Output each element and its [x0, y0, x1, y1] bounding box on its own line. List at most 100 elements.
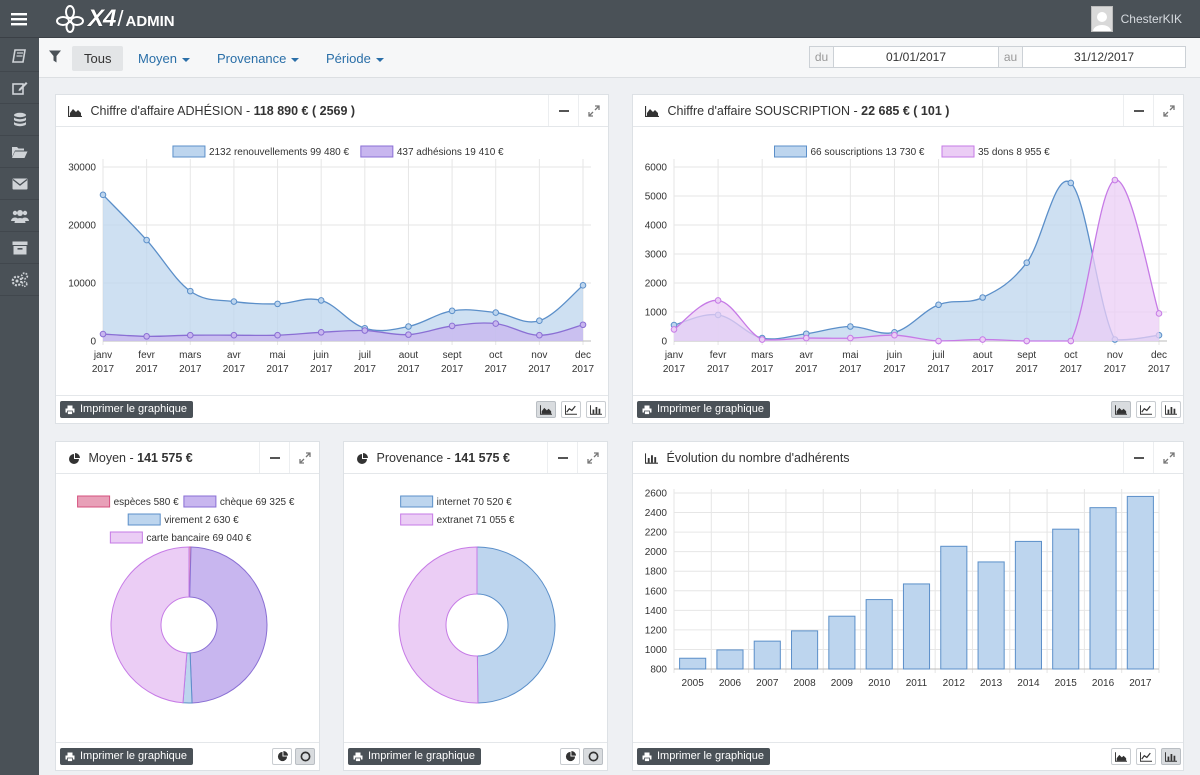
bar [902, 583, 931, 670]
data-point [492, 320, 500, 327]
x-tick-label: janv [93, 350, 112, 361]
date-from-field[interactable]: 01/01/2017 [833, 46, 999, 68]
pie-chart-toggle[interactable] [272, 748, 292, 765]
tab-tous[interactable]: Tous [72, 46, 124, 71]
area-chart-icon [68, 106, 82, 118]
tab-provenance[interactable]: Provenance [205, 46, 311, 71]
collapse-button[interactable] [1123, 442, 1153, 473]
sidebar-item-database[interactable] [0, 104, 39, 136]
donut-chart-toggle[interactable] [583, 748, 603, 765]
area-chart-toggle[interactable] [1111, 401, 1131, 418]
data-point [143, 333, 150, 340]
bar-chart-toggle[interactable] [1161, 401, 1181, 418]
data-point [802, 334, 810, 342]
y-tick-label: 2000 [645, 547, 668, 558]
tab-moyen[interactable]: Moyen [126, 46, 202, 71]
print-chart-button[interactable]: Imprimer le graphique [637, 748, 770, 765]
archive-icon [12, 241, 27, 254]
x-tick-label: avr [227, 350, 242, 361]
data-point [979, 294, 986, 301]
tab-periode[interactable]: Période [314, 46, 396, 71]
expand-button[interactable] [1153, 442, 1183, 473]
date-to-field[interactable]: 31/12/2017 [1022, 46, 1186, 68]
area-chart-icon [645, 106, 659, 118]
sidebar-item-folder[interactable] [0, 136, 39, 168]
line-chart-toggle[interactable] [1136, 401, 1156, 418]
data-point [758, 336, 766, 343]
line-chart-toggle[interactable] [561, 401, 581, 418]
donut-chart-toggle[interactable] [295, 748, 315, 765]
panel-title: Évolution du nombre d'adhérents [666, 451, 850, 465]
user-menu[interactable]: ChesterKIK [1090, 0, 1200, 38]
y-tick-label: 0 [90, 337, 96, 348]
panel-adhesion: Chiffre d'affaire ADHÉSION - 118 890 € (… [55, 94, 609, 424]
legend-label: chèque 69 325 € [220, 497, 295, 508]
collapse-button[interactable] [1123, 95, 1153, 126]
bar-chart-toggle[interactable] [586, 401, 606, 418]
collapse-button[interactable] [547, 442, 577, 473]
app-logo[interactable]: X4 / ADMIN [55, 4, 175, 34]
sidebar-item-mail[interactable] [0, 168, 39, 200]
x-tick-label: 2017 [485, 364, 508, 375]
y-tick-label: 30000 [68, 163, 96, 174]
print-icon [642, 752, 652, 762]
top-bar: X4 / ADMIN ChesterKIK [0, 0, 1200, 38]
x-tick-label: fevr [710, 350, 727, 361]
collapse-button[interactable] [259, 442, 289, 473]
sidebar-item-users[interactable] [0, 200, 39, 232]
sidebar-item-book[interactable] [0, 40, 39, 72]
bar-chart-toggle[interactable] [1161, 748, 1181, 765]
line-chart-toggle[interactable] [1136, 748, 1156, 765]
sidebar-item-edit[interactable] [0, 72, 39, 104]
x-tick-label: 2017 [266, 364, 289, 375]
minus-icon [558, 109, 569, 112]
x-tick-label: 2017 [883, 364, 906, 375]
x-tick-label: 2017 [528, 364, 551, 375]
y-tick-label: 1000 [645, 308, 668, 319]
data-point [536, 317, 543, 324]
data-point [1067, 179, 1075, 187]
print-chart-button[interactable]: Imprimer le graphique [60, 748, 193, 765]
area-chart-icon [1115, 751, 1127, 762]
print-chart-button[interactable]: Imprimer le graphique [60, 401, 193, 418]
panel-evolution: Évolution du nombre d'adhérents 800 1000 1… [632, 441, 1184, 771]
data-point [1067, 337, 1075, 345]
chart-souscription: 0 1000 2000 3000 4000 5000 6000 janv 2017 fevr 201… [645, 145, 1171, 375]
sidebar-item-archive[interactable] [0, 232, 39, 264]
hamburger-menu-button[interactable] [0, 0, 38, 38]
data-point [274, 331, 281, 339]
hamburger-icon [11, 13, 27, 26]
print-chart-button[interactable]: Imprimer le graphique [637, 401, 770, 418]
data-point [891, 331, 898, 339]
data-point [536, 331, 543, 339]
users-icon [10, 209, 29, 223]
expand-button[interactable] [578, 95, 608, 126]
legend-swatch [774, 145, 807, 158]
y-tick-label: 3000 [645, 250, 668, 261]
x-tick-label: 2017 [795, 364, 818, 375]
area-chart-icon [1115, 404, 1127, 415]
x-tick-label: sept [443, 350, 462, 361]
x-tick-label: juil [931, 350, 944, 361]
x-tick-label: 2010 [868, 678, 891, 689]
pie-chart-toggle[interactable] [560, 748, 580, 765]
x-tick-label: juin [312, 350, 329, 361]
print-chart-button[interactable]: Imprimer le graphique [348, 748, 481, 765]
expand-button[interactable] [1153, 95, 1183, 126]
area-chart-toggle[interactable] [536, 401, 556, 418]
legend-label: 2132 renouvellements 99 480 € [209, 147, 350, 158]
bar-chart-icon [1165, 404, 1177, 415]
minus-icon [557, 456, 568, 459]
expand-button[interactable] [577, 442, 607, 473]
flower-logo-icon [56, 5, 84, 33]
legend-label: espèces 580 € [114, 497, 179, 508]
expand-button[interactable] [289, 442, 319, 473]
collapse-button[interactable] [548, 95, 578, 126]
area-chart-toggle[interactable] [1111, 748, 1131, 765]
bar [791, 630, 819, 670]
sidebar-item-settings[interactable] [0, 264, 39, 296]
panel-title: Chiffre d'affaire SOUSCRIPTION - [667, 104, 862, 118]
legend-label: carte bancaire 69 040 € [146, 533, 252, 544]
expand-icon [586, 451, 599, 464]
panel-footer: Imprimer le graphique [56, 742, 319, 770]
